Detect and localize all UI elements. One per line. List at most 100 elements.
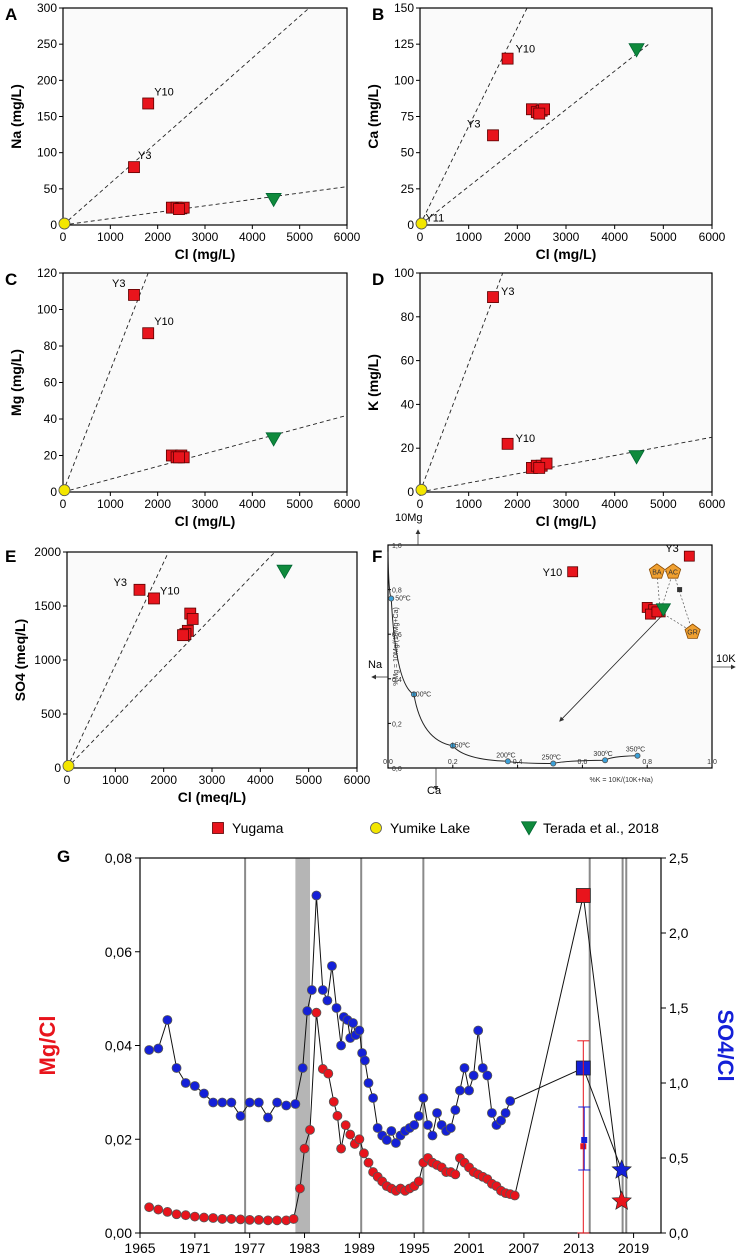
- x-tick-label: 0,6: [578, 759, 588, 766]
- yugama-point: [683, 550, 695, 562]
- temperature-point: [504, 758, 511, 765]
- yugama-point: [128, 161, 140, 174]
- x-tick-label: 4000: [247, 773, 274, 787]
- mgcl-point: [235, 1214, 246, 1225]
- mgcl-point: [328, 1096, 339, 1107]
- so4cl-point: [450, 1105, 461, 1115]
- y-tick-label: 25: [401, 182, 415, 196]
- so4cl-point: [391, 1138, 401, 1148]
- arrow-label-up: 10Mg: [395, 512, 423, 524]
- terada-point: [265, 432, 282, 447]
- so4cl-point: [226, 1097, 237, 1108]
- terada-point: [628, 450, 645, 465]
- y-tick-label: 80: [44, 339, 58, 353]
- x-tick-label: 0: [417, 497, 424, 511]
- x-tick-label: 2007: [508, 1240, 539, 1256]
- x-tick-label: 4000: [601, 497, 628, 511]
- yugama-point: [133, 583, 146, 596]
- point-label: Y10: [154, 86, 174, 98]
- y-tick-label-right: 0,0: [669, 1225, 689, 1241]
- y-tick-label: 0: [54, 761, 61, 775]
- x-tick-label: 1977: [234, 1240, 265, 1256]
- yumike-point: [415, 483, 428, 496]
- legend-marker: [212, 822, 224, 834]
- x-tick-label: 6000: [334, 230, 361, 244]
- so4cl-point: [473, 1025, 484, 1036]
- x-tick-label: 0,0: [383, 759, 393, 766]
- so4cl-point: [217, 1097, 228, 1108]
- yugama-point: [142, 327, 155, 340]
- so4cl-point: [445, 1123, 456, 1133]
- y-axis-label: Mg (mg/L): [8, 349, 24, 416]
- yugama-point: [173, 203, 185, 215]
- point-label: Y10: [543, 567, 563, 579]
- trend-line: [62, 414, 348, 493]
- yugama-point: [487, 291, 499, 303]
- x-tick-label: 2001: [453, 1240, 484, 1256]
- y-tick-label-right: 1,0: [669, 1075, 689, 1091]
- y-tick-label: 100: [37, 146, 57, 160]
- rock-link: [659, 571, 674, 613]
- mgcl-point: [354, 1134, 365, 1145]
- so4cl-point: [464, 1085, 474, 1096]
- x-tick-label: 1983: [289, 1240, 320, 1256]
- yumike-point: [62, 759, 75, 772]
- mgcl-point: [450, 1169, 461, 1180]
- rock-pentagon: [665, 563, 682, 579]
- x-tick-label: 5000: [650, 497, 677, 511]
- x-tick-label: 1971: [179, 1240, 210, 1256]
- mgcl-point: [253, 1214, 264, 1225]
- panel-letter: E: [5, 547, 16, 566]
- y-axis-label-right: SO4/Cl: [713, 1009, 738, 1081]
- so4cl-point: [322, 995, 333, 1006]
- terada-point: [628, 43, 645, 58]
- y-tick-label: 300: [37, 1, 57, 15]
- y-tick-label: 100: [37, 303, 57, 317]
- temperature-point: [634, 752, 641, 759]
- so4cl-point: [144, 1045, 155, 1055]
- x-tick-label: 6000: [699, 497, 726, 511]
- mgcl-point: [323, 1068, 334, 1079]
- mgcl-point: [263, 1215, 273, 1226]
- mgcl-point: [288, 1214, 299, 1224]
- x-tick-label: 3000: [553, 230, 580, 244]
- plot-frame: [66, 551, 358, 769]
- x-tick-label: 1000: [455, 230, 482, 244]
- so4cl-point: [354, 1025, 365, 1036]
- panel-letter: G: [57, 847, 70, 866]
- so4cl-point: [500, 1108, 511, 1118]
- panel-letter: D: [372, 270, 384, 289]
- y-tick-label: 40: [44, 412, 58, 426]
- x-tick-label: 6000: [334, 497, 361, 511]
- x-tick-label: 0: [60, 497, 67, 511]
- point-label: Y10: [516, 44, 536, 56]
- y-tick-label: 50: [401, 146, 415, 160]
- yugama-point: [533, 462, 546, 474]
- y-tick-label: 1000: [34, 653, 61, 667]
- x-tick-label: 0: [60, 230, 67, 244]
- error-mean: [581, 1137, 588, 1143]
- so4cl-point: [317, 985, 328, 995]
- point-label: Y3: [138, 150, 151, 162]
- yugama-point: [173, 451, 185, 464]
- point-label: Y10: [160, 585, 180, 597]
- mgcl-point: [272, 1215, 283, 1226]
- so4cl-point: [263, 1112, 273, 1123]
- mgcl-point: [413, 1176, 424, 1187]
- x-tick-label: 0: [417, 230, 424, 244]
- so4cl-point: [297, 1063, 308, 1073]
- so4cl-point: [482, 1070, 493, 1081]
- trend-line: [62, 186, 348, 226]
- y-tick-label: 0,2: [392, 721, 402, 728]
- x-tick-label: 5000: [295, 773, 322, 787]
- trend-line: [66, 551, 169, 769]
- mgcl-point: [226, 1214, 237, 1224]
- so4cl-point: [153, 1043, 164, 1054]
- y-tick-label-right: 1,5: [669, 1000, 689, 1016]
- y-tick-label-left: 0,04: [105, 1038, 132, 1054]
- x-tick-label: 2000: [504, 230, 531, 244]
- y-axis-label-left: Mg/Cl: [35, 1016, 60, 1076]
- yugama-point: [487, 129, 499, 142]
- x-tick-label: 4000: [601, 230, 628, 244]
- so4cl-point: [272, 1097, 283, 1108]
